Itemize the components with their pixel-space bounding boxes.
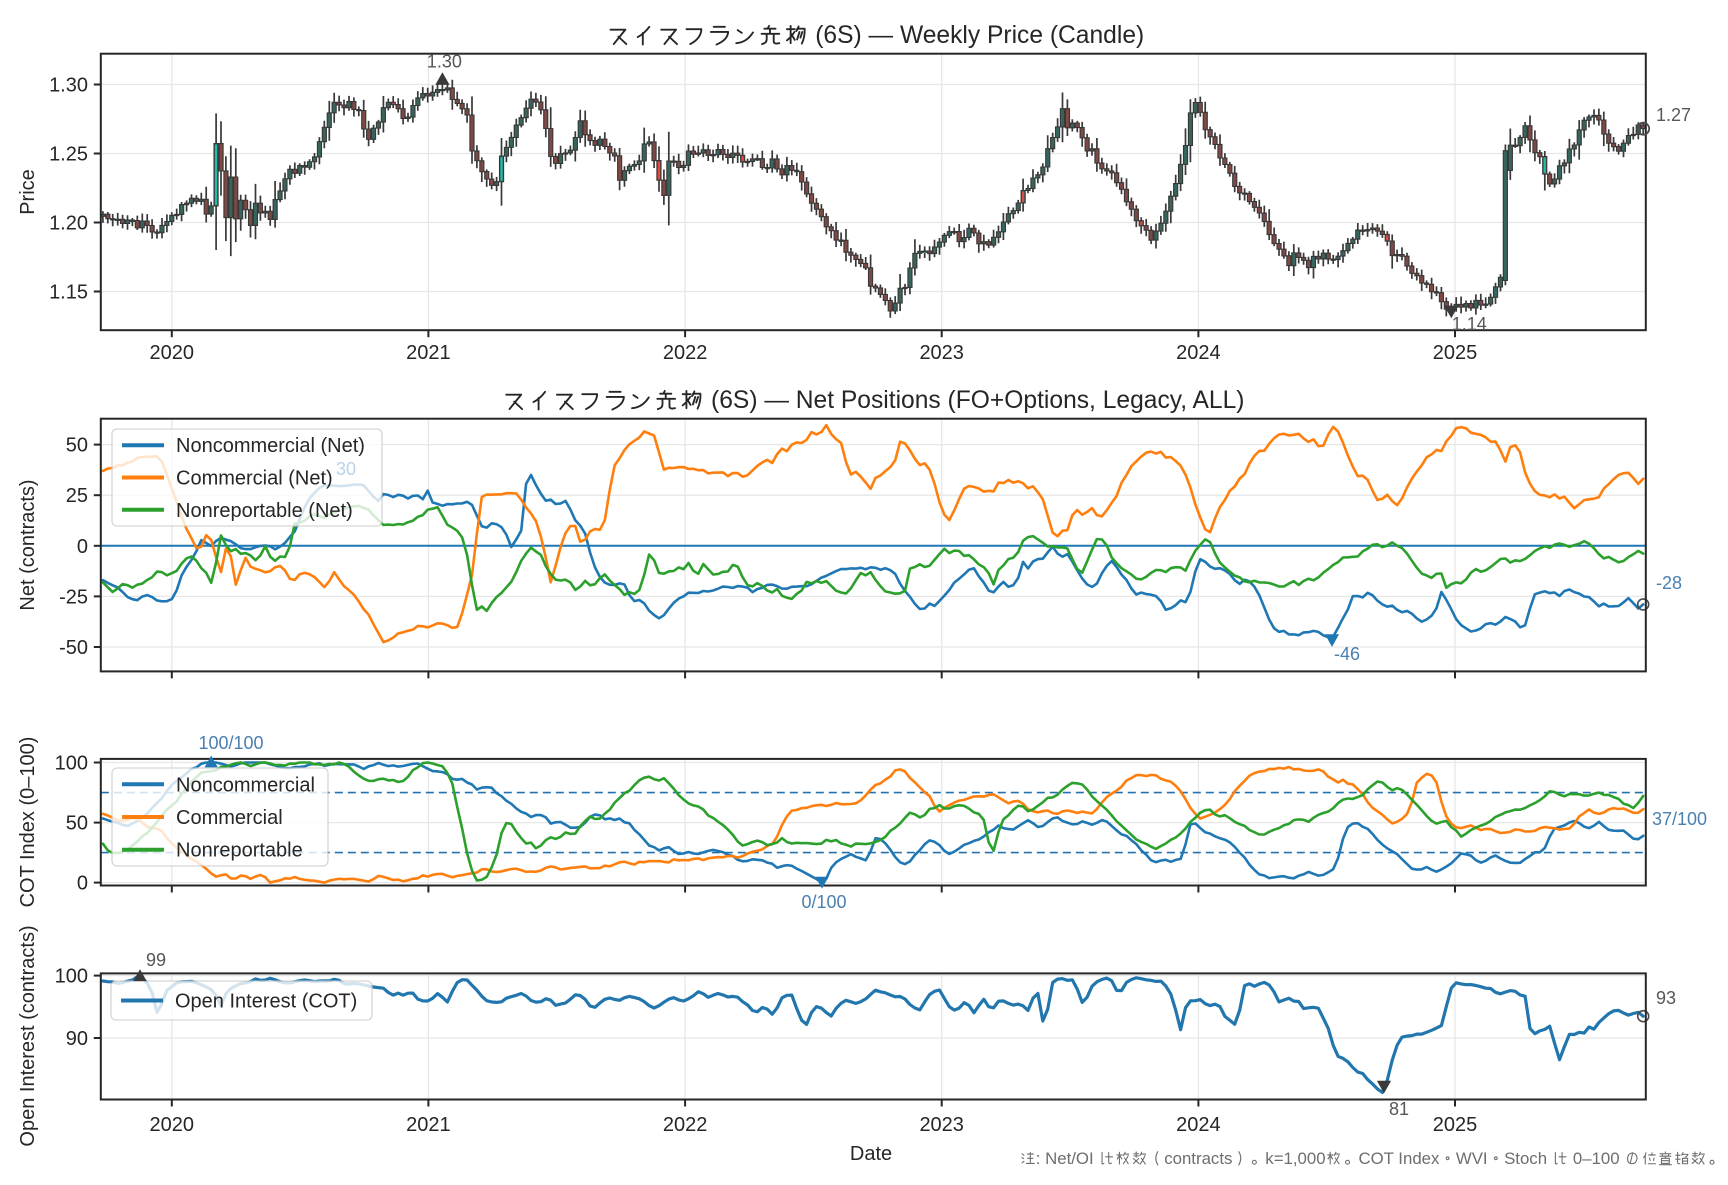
svg-text:Nonreportable: Nonreportable: [176, 840, 303, 862]
svg-text:: Net/OI: : Net/OI: [1036, 1149, 1099, 1168]
svg-text:81: 81: [1389, 1099, 1409, 1119]
svg-text:(6S) — Weekly Price (Candle): (6S) — Weekly Price (Candle): [808, 22, 1144, 49]
svg-text:2020: 2020: [150, 1114, 195, 1136]
svg-text:90: 90: [66, 1028, 88, 1050]
svg-text:1.15: 1.15: [49, 282, 88, 304]
svg-text:COT Index (0–100): COT Index (0–100): [17, 737, 39, 908]
svg-text:1.27: 1.27: [1656, 105, 1691, 125]
svg-text:2023: 2023: [919, 342, 964, 364]
svg-text:0–100: 0–100: [1568, 1149, 1624, 1168]
svg-text:1.30: 1.30: [427, 52, 462, 72]
svg-text:2022: 2022: [663, 1114, 708, 1136]
svg-text:Net (contracts): Net (contracts): [17, 479, 39, 610]
svg-text:93: 93: [1656, 988, 1676, 1008]
svg-text:100/100: 100/100: [198, 733, 263, 753]
svg-text:2024: 2024: [1176, 342, 1221, 364]
svg-text:1.20: 1.20: [49, 213, 88, 235]
svg-text:-25: -25: [59, 586, 88, 608]
svg-text:Noncommercial (Net): Noncommercial (Net): [176, 435, 365, 457]
svg-text:-50: -50: [59, 637, 88, 659]
svg-text:Open Interest (COT): Open Interest (COT): [175, 991, 357, 1013]
svg-text:2021: 2021: [406, 1114, 451, 1136]
svg-text:Nonreportable (Net): Nonreportable (Net): [176, 500, 353, 522]
svg-text:Open Interest (contracts): Open Interest (contracts): [17, 925, 39, 1146]
svg-text:Date: Date: [850, 1143, 892, 1165]
svg-text:Commercial: Commercial: [176, 807, 283, 829]
svg-text:-46: -46: [1334, 644, 1360, 664]
svg-text:Price: Price: [17, 169, 39, 215]
svg-text:30: 30: [336, 459, 356, 479]
svg-text:2020: 2020: [150, 342, 195, 364]
svg-text:Stoch: Stoch: [1504, 1149, 1552, 1168]
svg-text:0: 0: [77, 536, 88, 558]
svg-text:2022: 2022: [663, 342, 708, 364]
svg-text:-28: -28: [1656, 573, 1682, 593]
svg-text:2023: 2023: [919, 1114, 964, 1136]
svg-text:2021: 2021: [406, 342, 451, 364]
svg-text:(6S) — Net Positions (FO+Optio: (6S) — Net Positions (FO+Options, Legacy…: [704, 387, 1244, 414]
svg-text:100: 100: [55, 753, 88, 775]
svg-text:1.14: 1.14: [1452, 314, 1487, 334]
svg-text:COT Index: COT Index: [1359, 1149, 1441, 1168]
svg-text:2025: 2025: [1433, 342, 1478, 364]
svg-text:1.25: 1.25: [49, 144, 88, 166]
svg-text:50: 50: [66, 813, 88, 835]
svg-text:99: 99: [146, 950, 166, 970]
svg-text:100: 100: [55, 966, 88, 988]
svg-text:Commercial (Net): Commercial (Net): [176, 468, 333, 490]
svg-text:37/100: 37/100: [1652, 809, 1707, 829]
svg-text:1.30: 1.30: [49, 75, 88, 97]
svg-text:25: 25: [66, 485, 88, 507]
svg-text:contracts: contracts: [1164, 1149, 1232, 1168]
svg-text:Noncommercial: Noncommercial: [176, 774, 315, 796]
svg-text:WVI: WVI: [1456, 1149, 1488, 1168]
svg-text:50: 50: [66, 435, 88, 457]
svg-text:0: 0: [77, 873, 88, 895]
svg-text:2024: 2024: [1176, 1114, 1221, 1136]
svg-text:k=1,000: k=1,000: [1265, 1149, 1325, 1168]
svg-text:0/100: 0/100: [801, 892, 846, 912]
svg-text:2025: 2025: [1433, 1114, 1478, 1136]
